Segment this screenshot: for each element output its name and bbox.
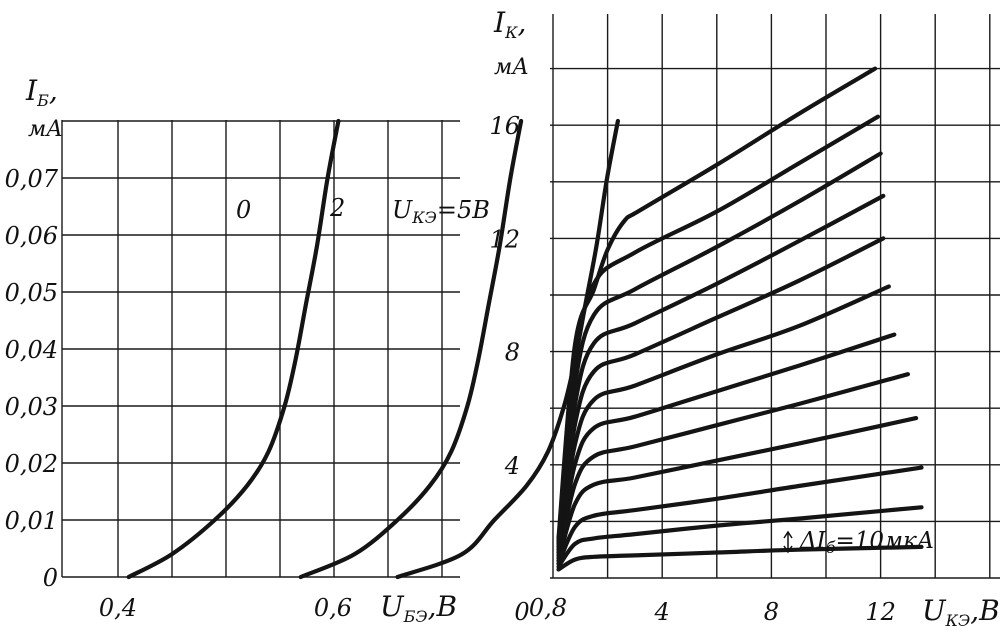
delta-arrow-down-icon — [783, 545, 793, 554]
input-y-axis-unit: мА — [28, 117, 63, 142]
delta-arrow-up-icon — [783, 530, 793, 539]
output-y-axis-label: IК, — [493, 6, 526, 42]
input-series-label: UКЭ=5В — [392, 196, 490, 227]
output-curve-2 — [556, 465, 924, 566]
input-curve-2 — [395, 118, 620, 580]
output-y-tick-label: 16 — [489, 112, 520, 140]
input-y-tick-label: 0,03 — [5, 393, 58, 421]
input-y-tick-label: 0,04 — [5, 336, 58, 364]
input-y-tick-label: 0,06 — [5, 222, 58, 250]
output-curve-1 — [556, 505, 924, 569]
output-x-tick-label: 12 — [865, 598, 896, 626]
input-characteristics-chart: 0 0,01 0,02 0,03 0,04 0,05 0,06 0,07 0,4 0,6 0,8 IБ… — [5, 74, 620, 626]
output-curve-11 — [556, 66, 878, 541]
output-y-tick-label: 4 — [504, 452, 520, 480]
output-x-tick-label: 0 — [514, 598, 529, 626]
input-curve-0 — [126, 118, 341, 580]
input-curve-1 — [298, 118, 524, 580]
input-series-label: 2 — [329, 194, 345, 222]
output-chart-labels: 4 8 12 16 0 4 8 12 IК, мА UКЭ,В ΔIб=10мкА — [489, 6, 999, 630]
input-chart-grid — [61, 120, 460, 578]
output-y-tick-label: 8 — [505, 339, 520, 367]
input-x-tick-label: 0,4 — [99, 594, 137, 622]
input-chart-curves — [126, 118, 620, 580]
input-x-tick-label: 0,6 — [314, 594, 352, 622]
input-y-tick-label: 0,02 — [5, 450, 58, 478]
input-y-tick-label: 0,05 — [5, 279, 58, 307]
input-y-tick-label: 0,07 — [5, 165, 59, 193]
input-series-label: 0 — [236, 196, 251, 224]
output-curve-0 — [556, 544, 924, 572]
output-y-axis-unit: мА — [494, 55, 529, 80]
input-chart-labels: 0 0,01 0,02 0,03 0,04 0,05 0,06 0,07 0,4 0,6 0,8 IБ… — [5, 74, 568, 626]
output-curve-4 — [556, 372, 910, 561]
output-curve-7 — [556, 236, 886, 552]
input-y-tick-label: 0,01 — [5, 507, 58, 535]
input-x-axis-label: UБЭ,В — [380, 590, 457, 626]
output-curve-5 — [556, 332, 897, 558]
output-x-tick-label: 4 — [654, 598, 670, 626]
input-y-tick-label: 0 — [43, 564, 58, 592]
output-curve-3 — [556, 416, 919, 564]
output-chart-curves — [556, 66, 924, 572]
output-curve-6 — [556, 284, 891, 555]
output-x-tick-label: 8 — [764, 598, 779, 626]
input-y-axis-label: IБ, — [25, 74, 58, 110]
output-characteristics-chart: 4 8 12 16 0 4 8 12 IК, мА UКЭ,В ΔIб=10мкА — [489, 6, 1000, 630]
output-x-axis-label: UКЭ,В — [922, 594, 1000, 630]
output-y-tick-label: 12 — [489, 225, 520, 253]
input-x-tick-label: 0,8 — [529, 594, 567, 622]
output-curve-8 — [556, 193, 886, 549]
delta-ib-annotation: ΔIб=10мкА — [799, 528, 934, 557]
